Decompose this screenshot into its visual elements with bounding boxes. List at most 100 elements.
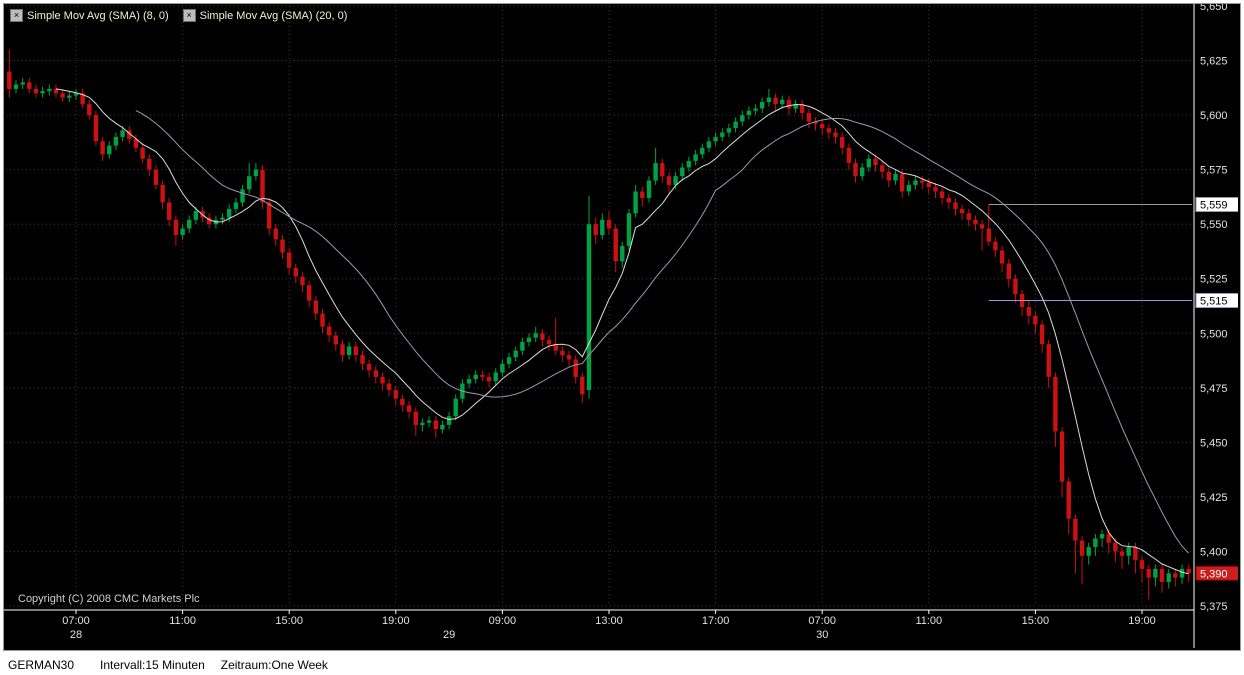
candle <box>1106 529 1111 554</box>
candle <box>540 328 545 347</box>
candle <box>1039 320 1045 353</box>
day-label: 28 <box>70 629 82 641</box>
candle <box>700 143 705 159</box>
candle <box>640 187 645 207</box>
candle <box>959 204 965 220</box>
candle <box>493 368 498 386</box>
candle <box>300 272 305 292</box>
candle <box>280 235 285 260</box>
candle <box>380 372 385 390</box>
time-axis-label: 07:00 <box>62 615 90 627</box>
candle <box>93 110 99 146</box>
day-label: 30 <box>816 629 828 641</box>
candle <box>560 346 565 362</box>
candle <box>546 335 552 351</box>
candle <box>1159 564 1165 593</box>
candle <box>1033 311 1038 334</box>
candle <box>1086 542 1091 565</box>
price-axis-label: 5,625 <box>1200 56 1228 68</box>
candle <box>720 128 725 142</box>
price-axis-label: 5,600 <box>1200 110 1228 122</box>
candle <box>520 337 525 356</box>
candle <box>1006 259 1011 288</box>
price-axis-label: 5,400 <box>1200 546 1228 558</box>
candle <box>533 326 538 342</box>
candle <box>1059 427 1065 497</box>
candle <box>307 280 312 308</box>
candle <box>906 180 911 196</box>
candle <box>939 187 945 205</box>
sma-8-line <box>55 88 1189 575</box>
candle <box>453 394 458 421</box>
candle <box>1026 300 1031 325</box>
candle <box>1093 534 1098 556</box>
close-icon[interactable]: × <box>10 9 23 22</box>
candle <box>1066 477 1071 534</box>
candle <box>340 339 345 362</box>
candle <box>753 104 758 116</box>
price-level-tag[interactable] <box>1195 197 1238 212</box>
price-level-5515: 5,515 <box>988 293 1238 308</box>
candle <box>233 198 239 214</box>
sma-lines <box>55 88 1190 575</box>
current-price-value: 5,390 <box>1200 568 1228 580</box>
candle <box>1186 564 1191 582</box>
candle <box>566 350 572 366</box>
candle <box>100 136 105 161</box>
candle <box>866 154 871 172</box>
candle <box>1146 564 1151 600</box>
candle <box>207 213 212 229</box>
candle <box>760 97 765 113</box>
candle <box>273 224 278 246</box>
candle <box>766 88 772 107</box>
candle <box>386 379 392 397</box>
candle <box>87 99 92 120</box>
candle <box>580 372 585 404</box>
price-level-value[interactable]: 5,515 <box>1200 296 1228 308</box>
candle <box>80 88 85 109</box>
candle <box>433 416 438 438</box>
candle <box>826 123 832 140</box>
candle <box>613 224 618 273</box>
candle <box>1133 542 1138 574</box>
candle <box>167 198 172 227</box>
price-level-tag[interactable] <box>1195 293 1238 308</box>
candle <box>600 213 605 240</box>
close-icon[interactable]: × <box>182 9 196 22</box>
indicator-label-sma20: Simple Mov Avg (SMA) (20, 0) <box>199 9 348 22</box>
candle <box>47 84 52 96</box>
candle <box>926 178 931 194</box>
time-axis-label: 07:00 <box>808 615 836 627</box>
candle <box>626 208 632 251</box>
candle <box>1119 547 1125 569</box>
day-label: 29 <box>443 629 455 641</box>
candle <box>260 165 265 209</box>
candle <box>993 237 998 257</box>
candle <box>673 171 678 190</box>
price-axis-label: 5,500 <box>1200 328 1228 340</box>
candle <box>666 171 672 194</box>
candle <box>227 204 232 222</box>
candle <box>740 110 745 126</box>
indicator-legend: × Simple Mov Avg (SMA) (8, 0) × Simple M… <box>10 9 347 22</box>
candle <box>633 184 638 218</box>
candle <box>180 224 185 240</box>
candle <box>813 117 818 131</box>
candle <box>1053 372 1058 447</box>
candle <box>979 219 985 251</box>
price-chart[interactable]: 5,650 5,625 5,600 5,575 5,550 5,525 5,500 5,475… <box>4 4 1238 648</box>
price-axis-label: 5,525 <box>1200 274 1228 286</box>
candle <box>140 143 145 164</box>
candle <box>800 99 805 120</box>
candle <box>586 195 592 399</box>
candle <box>327 322 332 342</box>
candle <box>773 93 778 111</box>
candle <box>966 208 971 227</box>
candle <box>187 215 192 233</box>
candle <box>713 132 718 146</box>
price-level-value[interactable]: 5,559 <box>1200 200 1228 212</box>
candle <box>133 134 139 153</box>
price-level-5559: 5,559 <box>988 197 1238 212</box>
candle <box>660 158 665 183</box>
current-price-tag: 5,390 <box>1195 565 1238 581</box>
